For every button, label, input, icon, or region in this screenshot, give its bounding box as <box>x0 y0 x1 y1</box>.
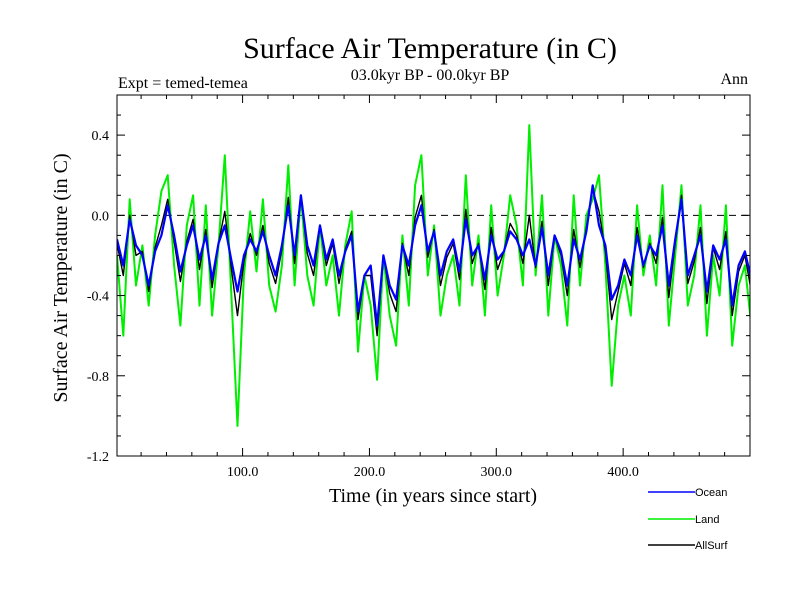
x-tick-label: 100.0 <box>227 465 259 480</box>
y-tick-label: -1.2 <box>87 450 109 465</box>
legend-label-land: Land <box>695 514 719 526</box>
y-axis-label: Surface Air Temperature (in C) <box>50 153 72 402</box>
experiment-label: Expt = temed-temea <box>118 75 248 92</box>
chart-subtitle: 03.0kyr BP - 00.0kyr BP <box>351 67 510 84</box>
y-tick-label: -0.4 <box>87 290 109 305</box>
legend-label-allsurf: AllSurf <box>695 540 728 552</box>
x-tick-label: 300.0 <box>481 465 513 480</box>
x-axis-ticks: 100.0 200.0 300.0 400.0 <box>140 95 726 480</box>
y-tick-label: 0.0 <box>92 209 110 224</box>
legend-label-ocean: Ocean <box>695 487 727 499</box>
legend: Ocean Land AllSurf <box>648 487 728 552</box>
season-label: Ann <box>720 71 748 88</box>
x-axis-label: Time (in years since start) <box>329 485 537 507</box>
y-tick-label: 0.4 <box>92 129 110 144</box>
y-tick-label: -0.8 <box>87 370 109 385</box>
series-line-ocean <box>117 184 750 327</box>
y-axis-ticks: 0.4 0.0 -0.4 -0.8 -1.2 <box>87 114 750 465</box>
x-tick-label: 400.0 <box>607 465 639 480</box>
chart-title: Surface Air Temperature (in C) <box>243 32 617 65</box>
x-tick-label: 200.0 <box>354 465 386 480</box>
plot-lines <box>117 124 750 427</box>
